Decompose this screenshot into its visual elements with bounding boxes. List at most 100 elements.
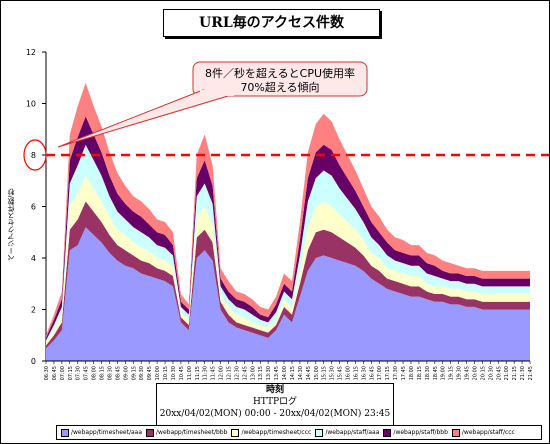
x-tick-label-7: 08:15 [100, 366, 106, 380]
x-tick-label-59: 21:15 [512, 366, 518, 380]
x-tick-label-49: 18:45 [433, 366, 439, 380]
x-axis-subtitle-range: 20xx/04/02(MON) 00:00 - 20xx/04/02(MON) … [159, 409, 391, 419]
y-tick-label-3: 6 [31, 203, 36, 212]
legend-item-1: /webapp/timesheet/bbb [146, 428, 228, 437]
x-tick-label-32: 14:30 [298, 366, 304, 380]
legend-swatch-3 [315, 428, 324, 437]
x-tick-label-40: 16:30 [361, 366, 367, 380]
x-tick-label-5: 07:45 [84, 366, 90, 380]
y-tick-label-2: 4 [31, 254, 36, 263]
x-tick-label-41: 16:45 [369, 366, 375, 380]
x-tick-label-38: 16:00 [346, 366, 352, 380]
area-series-4 [46, 116, 530, 341]
legend-item-0: /webapp/timesheet/aaa [61, 428, 143, 437]
y-tick-label-0: 0 [31, 357, 36, 366]
x-tick-label-13: 09:45 [147, 366, 153, 380]
y-tick-label-6: 12 [26, 48, 36, 57]
legend-label-5: /webapp/staff/ccc [461, 429, 515, 436]
annotation-joint [200, 90, 234, 96]
legend-swatch-0 [61, 428, 69, 437]
legend-label-4: /webapp/staff/bbb [393, 429, 448, 436]
x-tick-label-47: 18:15 [417, 366, 423, 380]
x-tick-label-39: 16:15 [353, 366, 359, 380]
legend-label-2: /webapp/timesheet/ccc [241, 429, 312, 436]
annotation-bubble [192, 61, 368, 97]
x-tick-label-14: 10:00 [155, 366, 161, 380]
x-tick-label-28: 13:30 [266, 366, 272, 380]
x-tick-label-11: 09:15 [131, 366, 137, 380]
annotation-text: 8件／秒を超えるとCPU使用率70%超える傾向 [204, 67, 356, 94]
x-tick-label-21: 11:45 [211, 366, 217, 380]
x-tick-label-48: 18:30 [425, 366, 431, 380]
y-tick-label-4: 8 [31, 151, 36, 160]
x-tick-label-12: 09:30 [139, 366, 145, 380]
x-tick-label-15: 10:15 [163, 366, 169, 380]
x-tick-label-55: 20:15 [480, 366, 486, 380]
x-tick-label-18: 11:00 [187, 366, 193, 380]
legend-item-2: /webapp/timesheet/ccc [231, 428, 312, 437]
x-tick-label-42: 17:00 [377, 366, 383, 380]
x-tick-label-56: 20:30 [488, 366, 494, 380]
chart-title: URL毎のアクセス件数 [163, 9, 380, 37]
legend: /webapp/timesheet/aaa/webapp/timesheet/b… [56, 425, 542, 440]
legend-label-1: /webapp/timesheet/bbb [156, 429, 228, 436]
legend-item-3: /webapp/staff/aaa [315, 428, 380, 437]
x-tick-label-44: 17:30 [393, 366, 399, 380]
legend-swatch-5 [451, 428, 460, 437]
x-tick-label-20: 11:30 [203, 366, 209, 380]
x-tick-label-10: 09:00 [123, 366, 129, 380]
x-tick-label-9: 08:45 [115, 366, 121, 380]
x-tick-label-50: 19:00 [441, 366, 447, 380]
x-tick-label-34: 15:00 [314, 366, 320, 380]
x-tick-label-8: 08:30 [107, 366, 113, 380]
x-tick-label-51: 19:15 [449, 366, 455, 380]
x-tick-label-35: 15:15 [322, 366, 328, 380]
x-tick-label-43: 17:15 [385, 366, 391, 380]
x-tick-label-2: 07:00 [60, 366, 66, 380]
x-tick-label-52: 19:30 [457, 366, 463, 380]
area-series-0 [46, 227, 530, 361]
legend-item-5: /webapp/staff/ccc [451, 428, 515, 437]
x-tick-label-33: 14:45 [306, 366, 312, 380]
x-tick-label-57: 20:45 [496, 366, 502, 380]
area-series-2 [46, 175, 530, 346]
x-tick-label-27: 13:15 [258, 366, 264, 380]
x-tick-label-25: 12:45 [242, 366, 248, 380]
x-tick-label-16: 10:30 [171, 366, 177, 380]
x-tick-label-30: 14:00 [282, 366, 288, 380]
x-tick-label-22: 12:00 [219, 366, 225, 380]
x-tick-label-54: 20:00 [472, 366, 478, 380]
x-tick-label-60: 21:30 [520, 366, 526, 380]
area-series-1 [46, 201, 530, 349]
x-tick-label-17: 10:45 [179, 366, 185, 380]
x-axis-title-box: 時刻 HTTPログ 20xx/04/02(MON) 00:00 - 20xx/0… [156, 383, 394, 427]
x-tick-label-36: 15:30 [330, 366, 336, 380]
x-tick-label-23: 12:15 [226, 366, 232, 380]
x-tick-label-26: 13:00 [250, 366, 256, 380]
x-tick-label-4: 07:30 [76, 366, 82, 380]
x-tick-label-19: 11:15 [195, 366, 201, 380]
y-tick-label-5: 10 [26, 100, 36, 109]
x-axis-title: 時刻 [265, 385, 284, 395]
x-tick-label-61: 21:45 [528, 366, 534, 380]
x-tick-label-53: 19:45 [465, 366, 471, 380]
x-tick-label-1: 06:45 [52, 366, 58, 380]
legend-swatch-1 [146, 428, 155, 437]
x-tick-label-6: 08:00 [92, 366, 98, 380]
area-series-3 [46, 144, 530, 343]
legend-label-0: /webapp/timesheet/aaa [71, 429, 143, 436]
threshold-highlight-circle [23, 139, 47, 171]
y-tick-label-1: 2 [31, 306, 36, 315]
legend-swatch-4 [383, 428, 392, 437]
legend-item-4: /webapp/staff/bbb [383, 428, 448, 437]
x-axis-subtitle-log: HTTPログ [252, 397, 298, 407]
y-axis-label: ページアクセス件数/秒 [7, 188, 15, 262]
x-tick-label-24: 12:30 [234, 366, 240, 380]
x-tick-label-58: 21:00 [504, 366, 510, 380]
legend-label-3: /webapp/staff/aaa [325, 429, 380, 436]
x-tick-label-31: 14:15 [290, 366, 296, 380]
x-tick-label-3: 07:15 [68, 366, 74, 380]
x-tick-label-29: 13:45 [274, 366, 280, 380]
legend-swatch-2 [231, 428, 240, 437]
